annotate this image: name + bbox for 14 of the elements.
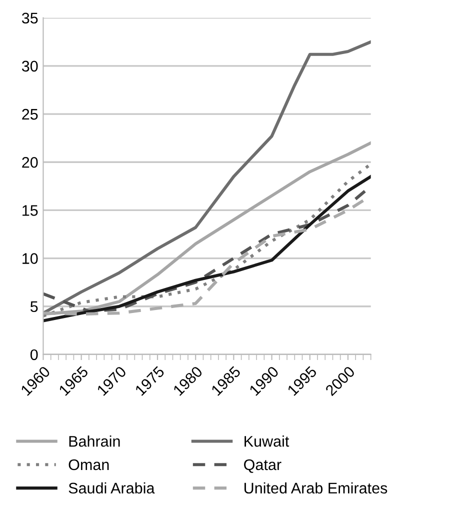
y-tick-label: 5	[30, 301, 38, 312]
legend-label: Saudi Arabia	[68, 482, 155, 494]
y-tick-label: 15	[22, 205, 38, 216]
y-tick-label: 0	[30, 349, 38, 360]
y-tick-label: 20	[22, 156, 38, 168]
y-tick-label: 25	[22, 108, 38, 120]
legend-label: United Arab Emirates	[244, 482, 388, 494]
y-tick-label: 30	[22, 60, 38, 72]
legend-label: Bahrain	[69, 436, 120, 447]
legend-label: Qatar	[244, 459, 282, 473]
legend-label: Kuwait	[244, 436, 290, 447]
legend-label: Oman	[68, 459, 109, 470]
y-tick-label: 35	[22, 12, 38, 24]
y-tick-label: 10	[22, 253, 38, 264]
